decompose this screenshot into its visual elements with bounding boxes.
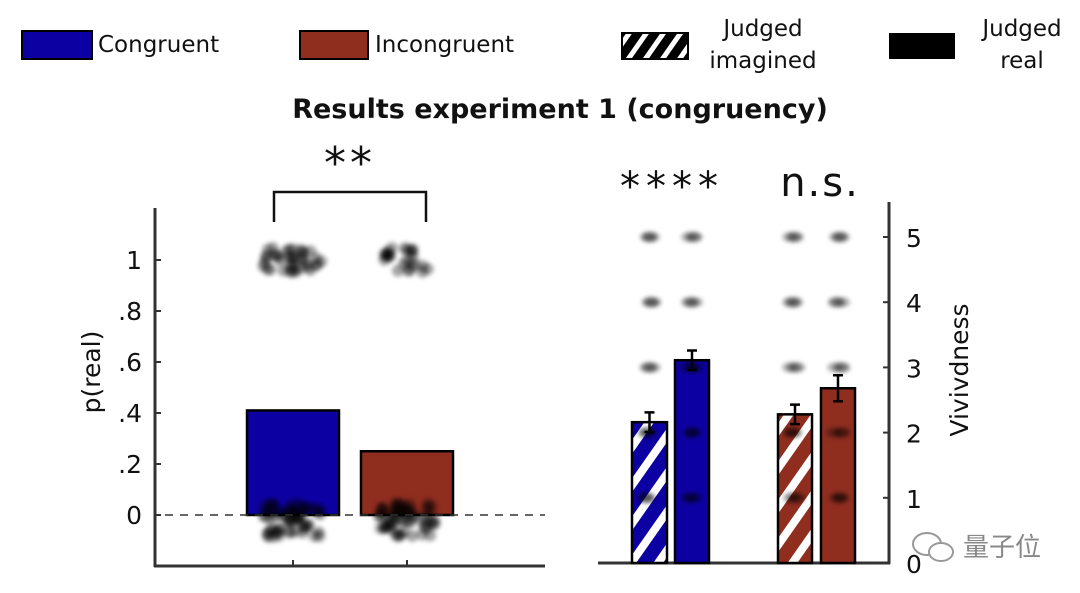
data-point: [683, 427, 700, 438]
y-tick-label: 1: [906, 485, 922, 514]
significance-bracket: [272, 190, 428, 222]
data-point: [287, 252, 300, 265]
y-tick-label: .2: [118, 450, 142, 479]
bar-congruent: [245, 409, 341, 517]
y-tick-label: 5: [906, 224, 922, 253]
y-tick-label: .6: [118, 348, 142, 377]
legend-swatch-incongruent: [299, 30, 369, 60]
data-point: [312, 526, 325, 539]
data-point: [683, 362, 700, 373]
bar-incongruent-judged-imagined: [776, 413, 814, 565]
data-point: [686, 232, 703, 242]
data-point: [382, 245, 395, 258]
data-point: [681, 492, 698, 503]
y-tick-label: 1: [126, 246, 142, 275]
data-point: [400, 254, 413, 267]
significance-label: ****: [620, 164, 724, 210]
data-point: [261, 497, 274, 510]
data-point: [641, 362, 658, 373]
data-point: [391, 264, 404, 277]
data-point: [422, 498, 435, 511]
data-points: [373, 242, 441, 543]
legend-label-judged-imagined: imagined: [709, 48, 816, 74]
data-point: [309, 259, 322, 272]
data-point: [782, 232, 799, 242]
data-point: [391, 530, 404, 543]
data-point: [834, 427, 851, 438]
data-point: [789, 362, 806, 373]
y-tick-label: 0: [126, 501, 142, 530]
data-point: [260, 250, 273, 263]
significance-label: n.s.: [780, 160, 860, 206]
bar-congruent-judged-imagined: [630, 420, 669, 565]
data-point: [402, 264, 415, 277]
left-panel: 0 .2 .4 .6 .8 1 p(real) **: [77, 138, 545, 568]
data-point: [405, 245, 418, 258]
watermark-text: 量子位: [963, 533, 1041, 563]
y-tick-label: .8: [118, 297, 142, 326]
data-point: [416, 528, 429, 541]
data-point: [269, 510, 282, 523]
data-point: [285, 265, 298, 278]
chart-title: Results experiment 1 (congruency): [292, 94, 828, 125]
error-bar: [833, 373, 843, 403]
data-point: [292, 513, 305, 526]
data-point: [640, 427, 657, 438]
right-panel: 0 1 2 3 4 5 Vivivdness **** n.s.: [598, 160, 974, 579]
legend-label-judged-imagined: Judged: [721, 16, 802, 42]
data-points: [680, 232, 704, 503]
y-tick-label: 2: [906, 420, 922, 449]
y-axis-label: p(real): [77, 331, 106, 414]
data-point: [784, 427, 801, 438]
data-points: [637, 232, 662, 503]
data-point: [264, 263, 277, 276]
data-point: [637, 492, 654, 503]
data-point: [289, 525, 302, 538]
bar-incongruent-judged-real: [819, 387, 857, 565]
legend-label-judged-real: Judged: [980, 16, 1061, 42]
data-points: [257, 242, 328, 543]
data-point: [297, 246, 310, 259]
legend-swatch-congruent: [21, 30, 93, 60]
bar-congruent-judged-real: [673, 358, 711, 565]
data-point: [643, 297, 660, 308]
legend-label-incongruent: Incongruent: [375, 32, 514, 58]
watermark: 量子位: [912, 532, 1041, 563]
y-axis-label-right: Vivivdness: [945, 303, 974, 436]
data-point: [270, 525, 283, 538]
data-point: [290, 497, 303, 510]
legend-label-congruent: Congruent: [98, 32, 219, 58]
legend-label-judged-real: real: [1000, 48, 1044, 74]
legend-swatch-judged-imagined: [621, 32, 689, 60]
data-points: [825, 232, 851, 503]
data-point: [832, 492, 849, 503]
y-tick-label: 4: [906, 289, 922, 318]
data-point: [424, 508, 437, 521]
data-point: [686, 297, 703, 308]
data-point: [829, 232, 846, 242]
data-point: [419, 517, 432, 530]
data-point: [827, 362, 844, 373]
y-tick-label: 3: [906, 354, 922, 383]
data-point: [789, 492, 806, 503]
data-point: [385, 514, 398, 527]
data-point: [405, 504, 418, 517]
data-point: [834, 297, 851, 308]
y-tick-label: 0: [906, 550, 922, 579]
legend: Congruent Incongruent Judged imagined Judged…: [21, 16, 1062, 74]
data-points: [782, 232, 806, 503]
data-point: [786, 297, 803, 308]
data-point: [307, 502, 320, 515]
significance-label: **: [324, 138, 376, 189]
legend-swatch-judged-real: [889, 33, 955, 59]
data-point: [641, 232, 658, 242]
error-bar: [790, 403, 800, 426]
y-tick-label: .4: [118, 399, 142, 428]
